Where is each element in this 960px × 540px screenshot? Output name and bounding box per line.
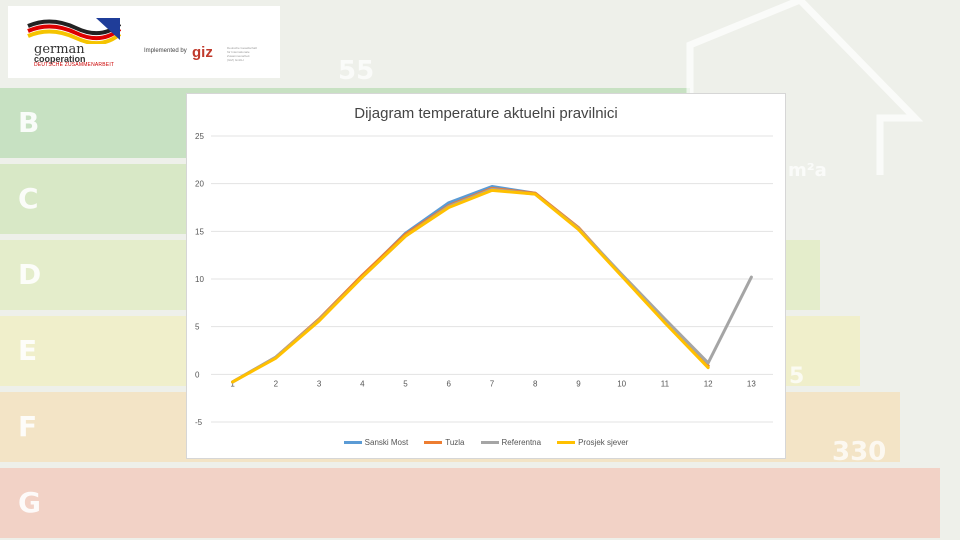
y-tick-label: 5 bbox=[195, 323, 200, 332]
band-letter-d: D bbox=[18, 258, 42, 291]
x-tick-label: 5 bbox=[403, 379, 408, 388]
series-line bbox=[231, 185, 710, 384]
chart-legend: Sanski Most Tuzla Referentna Prosjek sjever bbox=[187, 438, 785, 447]
y-tick-label: 10 bbox=[195, 275, 204, 284]
giz-logo: giz bbox=[192, 44, 213, 61]
x-tick-label: 9 bbox=[576, 379, 581, 388]
energy-band-g bbox=[0, 468, 940, 538]
x-tick-label: 1 bbox=[230, 379, 235, 388]
chart-title: Dijagram temperature aktuelni pravilnici bbox=[354, 105, 618, 122]
legend-swatch bbox=[343, 441, 362, 445]
x-tick-label: 12 bbox=[704, 379, 713, 388]
series-line bbox=[231, 188, 710, 384]
legend-swatch bbox=[424, 441, 443, 445]
x-tick-label: 13 bbox=[747, 379, 756, 388]
y-tick-label: 20 bbox=[195, 180, 204, 189]
bg-edge-fragment: 5 bbox=[789, 364, 805, 389]
band-letter-g: G bbox=[18, 486, 41, 519]
bg-number-330: 330 bbox=[832, 437, 887, 467]
german-cooperation-logo-icon bbox=[27, 18, 121, 44]
series-line bbox=[231, 187, 753, 384]
band-letter-e: E bbox=[18, 334, 38, 367]
y-tick-label: 25 bbox=[195, 132, 204, 141]
legend-item: Sanski Most bbox=[343, 438, 409, 447]
x-tick-label: 7 bbox=[490, 379, 495, 388]
y-tick-label: -5 bbox=[195, 418, 203, 427]
logo-area: german cooperation DEUTSCHE ZUSAMMENARBE… bbox=[8, 6, 280, 78]
legend-item: Tuzla bbox=[424, 438, 465, 447]
x-tick-label: 4 bbox=[360, 379, 365, 388]
x-tick-label: 8 bbox=[533, 379, 538, 388]
logo-cooperation-text: cooperation bbox=[34, 54, 86, 64]
x-tick-label: 3 bbox=[317, 379, 322, 388]
band-letter-c: C bbox=[18, 182, 39, 215]
legend-swatch bbox=[557, 441, 576, 445]
legend-label: Referentna bbox=[501, 438, 542, 447]
bg-number-55: 55 bbox=[338, 56, 375, 86]
bg-unit-fragment: m²a bbox=[788, 160, 827, 181]
logo-german-text: german bbox=[34, 42, 85, 57]
x-tick-label: 10 bbox=[617, 379, 626, 388]
x-tick-label: 2 bbox=[274, 379, 279, 388]
legend-swatch bbox=[480, 441, 499, 445]
legend-label: Tuzla bbox=[445, 438, 465, 447]
y-tick-label: 0 bbox=[195, 370, 200, 379]
legend-label: Sanski Most bbox=[364, 438, 409, 447]
band-letter-b: B bbox=[18, 106, 40, 139]
implemented-by-text: Implemented by bbox=[144, 48, 187, 54]
y-tick-label: 15 bbox=[195, 227, 204, 236]
chart-container: Dijagram temperature aktuelni pravilnici… bbox=[186, 93, 786, 459]
x-tick-label: 6 bbox=[447, 379, 452, 388]
logo-deutsche-text: DEUTSCHE ZUSAMMENARBEIT bbox=[34, 62, 115, 68]
x-tick-label: 11 bbox=[661, 379, 670, 388]
band-letter-f: F bbox=[18, 410, 38, 443]
series-line bbox=[231, 186, 710, 384]
legend-label: Prosjek sjever bbox=[578, 438, 629, 447]
legend-item: Referentna bbox=[480, 438, 542, 447]
giz-subtitle: Deutsche Gesellschaft für Internationale… bbox=[227, 46, 258, 62]
legend-item: Prosjek sjever bbox=[557, 438, 628, 447]
